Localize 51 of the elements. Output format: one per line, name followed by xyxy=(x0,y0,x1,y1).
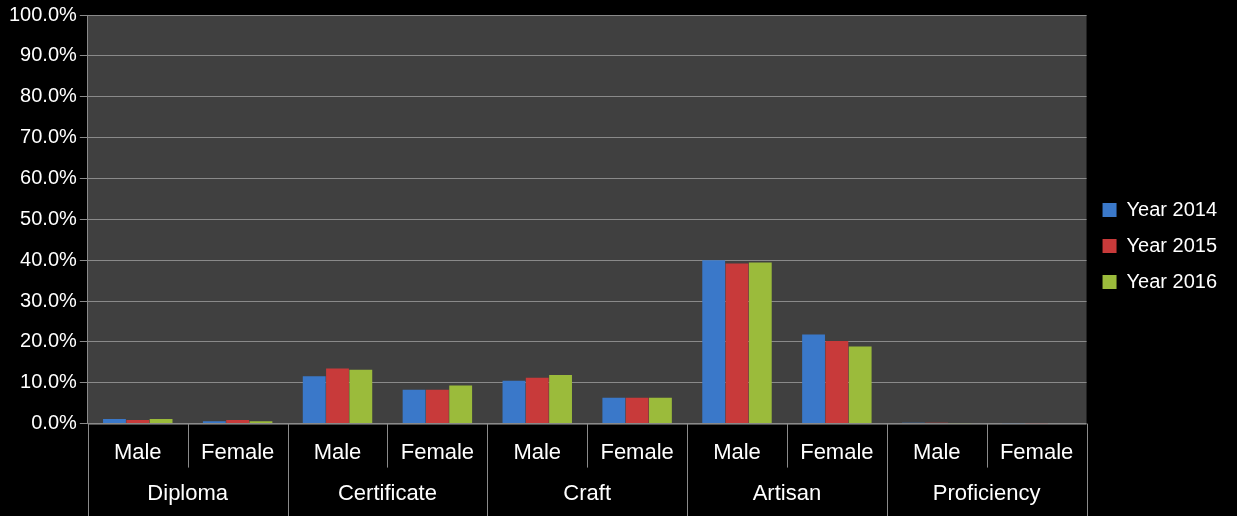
bar xyxy=(748,262,772,424)
text: Craft xyxy=(563,479,612,505)
bar xyxy=(848,346,872,424)
bar xyxy=(349,369,373,424)
y-tick-label: 60.0% xyxy=(20,165,78,188)
x-tick-label: Male xyxy=(313,438,362,464)
x-tick-label: Male xyxy=(713,438,761,464)
bar xyxy=(502,380,526,424)
y-tick-label: 20.0% xyxy=(20,329,78,352)
y-tick-label: 10.0% xyxy=(20,370,78,393)
bar xyxy=(149,419,173,424)
bar xyxy=(725,263,749,424)
bar xyxy=(625,397,649,424)
bar xyxy=(549,374,572,424)
bar xyxy=(802,334,825,424)
bar xyxy=(425,389,449,424)
text: Proficiency xyxy=(932,479,1041,505)
y-tick-label: 100.0% xyxy=(8,2,78,25)
bar xyxy=(602,397,626,424)
x-tick-label: Male xyxy=(113,438,162,464)
bar xyxy=(226,419,250,424)
x-tick-label: Female xyxy=(800,438,874,464)
bar xyxy=(126,419,150,424)
bar xyxy=(525,377,549,424)
bar xyxy=(702,260,726,424)
text: Diploma xyxy=(147,479,229,505)
y-tick-label: 70.0% xyxy=(20,125,78,148)
text: Certificate xyxy=(337,479,437,505)
bar xyxy=(449,385,473,424)
x-tick-label: Female xyxy=(600,438,674,464)
y-tick-label: 0.0% xyxy=(31,411,78,434)
x-tick-label: Female xyxy=(200,438,275,464)
y-tick-label: 30.0% xyxy=(20,288,78,311)
bar xyxy=(825,341,849,424)
y-tick-label: 40.0% xyxy=(20,247,78,270)
x-tick-label: Male xyxy=(912,438,961,464)
text: Artisan xyxy=(752,479,822,505)
x-tick-label: Female xyxy=(400,438,475,464)
x-tick-label: Male xyxy=(513,438,562,464)
y-tick-label: 50.0% xyxy=(20,206,78,229)
y-tick-label: 90.0% xyxy=(20,43,78,66)
bar xyxy=(326,368,349,424)
bar xyxy=(402,389,426,424)
x-tick-label: Female xyxy=(999,438,1074,464)
y-tick-label: 80.0% xyxy=(20,84,78,107)
bar xyxy=(302,376,326,424)
legend-label: Year 2014 xyxy=(1126,197,1218,220)
bar xyxy=(649,397,672,424)
legend-label: Year 2015 xyxy=(1126,233,1218,256)
legend-label: Year 2016 xyxy=(1126,269,1218,292)
bar xyxy=(103,419,126,424)
